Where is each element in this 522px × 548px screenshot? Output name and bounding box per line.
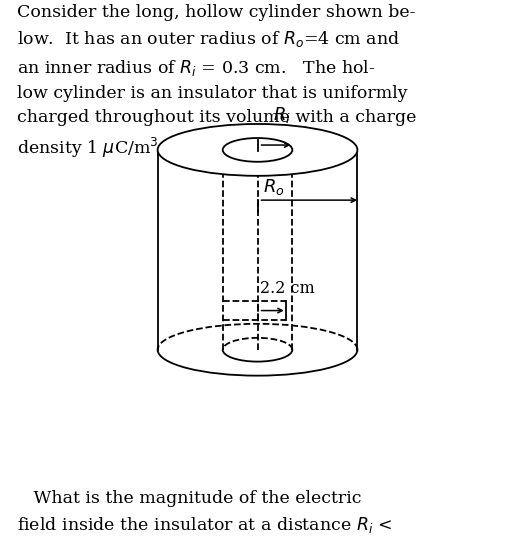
Text: Consider the long, hollow cylinder shown be-
low.  It has an outer radius of $R_: Consider the long, hollow cylinder shown… xyxy=(17,4,416,160)
Text: $R_o$: $R_o$ xyxy=(263,178,284,197)
Text: 2.2 cm: 2.2 cm xyxy=(260,280,315,297)
Ellipse shape xyxy=(223,138,292,162)
Ellipse shape xyxy=(158,124,358,176)
Text: $R_i$: $R_i$ xyxy=(273,105,291,124)
Text: What is the magnitude of the electric
field inside the insulator at a distance $: What is the magnitude of the electric fi… xyxy=(17,490,392,535)
